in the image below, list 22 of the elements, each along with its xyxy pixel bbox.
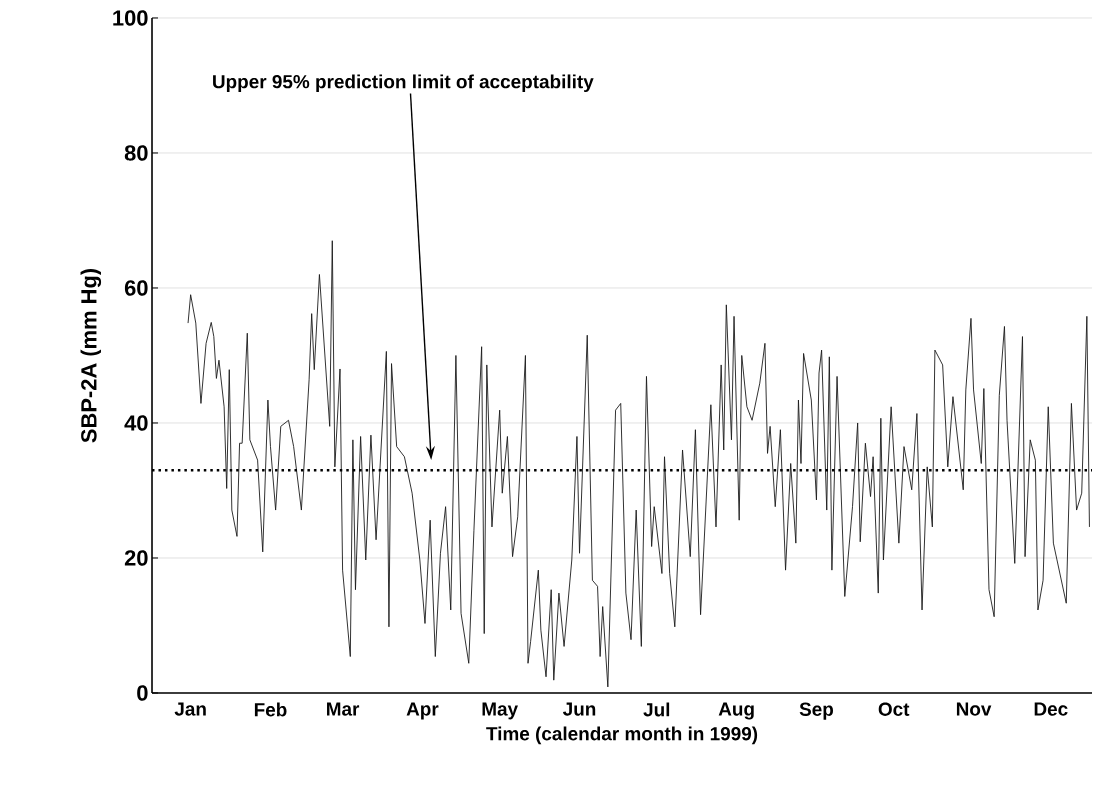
y-tick-label: 0 — [137, 685, 148, 701]
line-series — [187, 240, 1090, 688]
x-tick-label: Mar — [327, 702, 360, 716]
y-axis-title: SBP-2A (mm Hg) — [80, 268, 102, 443]
x-tick-label: Dec — [1034, 702, 1068, 716]
x-tick-label: Apr — [406, 702, 439, 720]
x-tick-label: Jun — [562, 702, 596, 716]
x-tick-label: Sep — [799, 702, 834, 720]
x-tick-label: Jan — [174, 702, 206, 716]
x-tick-label: Feb — [254, 702, 287, 717]
y-tick-label: 40 — [124, 415, 148, 431]
x-tick-label: Oct — [878, 702, 910, 716]
x-tick-label: Nov — [956, 702, 992, 716]
y-tick-label: 100 — [113, 10, 148, 26]
annotation: Upper 95% prediction limit of acceptability — [213, 74, 594, 93]
y-tick-label: 20 — [124, 550, 148, 566]
x-tick-label: May — [482, 702, 518, 720]
x-tick-label: Jul — [643, 702, 670, 717]
y-tick-label: 80 — [124, 145, 148, 161]
x-axis-title: Time (calendar month in 1999) — [486, 726, 758, 745]
x-tick-label: Aug — [718, 702, 754, 720]
y-tick-label: 60 — [124, 280, 148, 296]
